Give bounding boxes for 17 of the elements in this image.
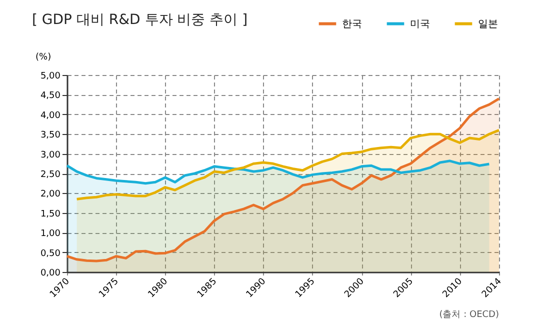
y-tick-label: 4,00 <box>40 110 61 121</box>
y-tick-label: 2,00 <box>40 190 61 200</box>
y-tick-label: 1,00 <box>40 229 61 240</box>
y-tick-label: 2,50 <box>40 170 61 180</box>
y-tick-label: 1,50 <box>40 209 61 220</box>
y-tick-label: 3,50 <box>40 130 61 141</box>
legend-label: 일본 <box>478 18 498 30</box>
y-tick-label: 5,00 <box>40 72 61 82</box>
y-tick-label: 3,00 <box>40 150 61 160</box>
text: (출처 : OECD) <box>439 310 499 320</box>
y-tick-label: 0,50 <box>40 248 61 259</box>
legend-label: 미국 <box>410 18 430 30</box>
chart-title: [ GDP 대비 R&D 투자 비중 추이 ] <box>32 12 248 28</box>
y-tick-label: 0,00 <box>40 268 61 278</box>
legend-label: 한국 <box>342 18 362 30</box>
y-tick-label: 4,50 <box>40 91 61 102</box>
y-axis-title: (%) <box>36 52 52 62</box>
